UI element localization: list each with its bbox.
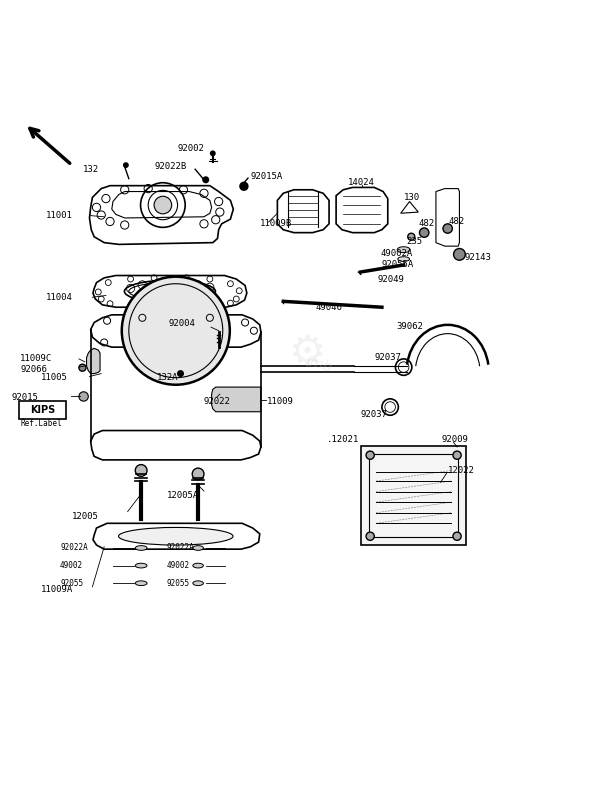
Text: 92055: 92055 <box>60 578 83 588</box>
Text: 11001: 11001 <box>46 211 73 220</box>
Circle shape <box>79 364 86 371</box>
Text: 12022: 12022 <box>448 466 474 475</box>
Text: fmb: fmb <box>304 354 333 375</box>
Text: 12005A: 12005A <box>167 490 199 500</box>
Text: 92143: 92143 <box>464 254 491 262</box>
Text: 14024: 14024 <box>348 178 375 187</box>
Text: 92004: 92004 <box>169 319 196 328</box>
Ellipse shape <box>135 546 147 550</box>
FancyBboxPatch shape <box>361 446 467 545</box>
Text: 39062: 39062 <box>396 322 423 331</box>
Circle shape <box>177 370 184 377</box>
FancyBboxPatch shape <box>19 401 66 419</box>
Text: 482: 482 <box>418 219 434 228</box>
Circle shape <box>366 451 374 459</box>
Text: 92066: 92066 <box>20 365 47 374</box>
Text: 92037: 92037 <box>375 354 402 362</box>
Circle shape <box>443 224 453 234</box>
Circle shape <box>453 451 461 459</box>
Circle shape <box>123 162 129 168</box>
Text: 132A: 132A <box>157 373 179 382</box>
Circle shape <box>135 465 147 476</box>
Polygon shape <box>212 387 261 412</box>
Text: 92055: 92055 <box>167 578 190 588</box>
Text: 92002: 92002 <box>178 144 204 153</box>
Text: 92037: 92037 <box>360 410 388 418</box>
Polygon shape <box>87 348 100 374</box>
Text: KIPS: KIPS <box>30 405 55 415</box>
Ellipse shape <box>135 563 147 568</box>
Ellipse shape <box>119 527 233 545</box>
Text: 49002: 49002 <box>167 561 190 570</box>
Text: 132: 132 <box>83 165 99 174</box>
Circle shape <box>239 182 248 191</box>
Text: 235: 235 <box>407 237 422 246</box>
Circle shape <box>192 468 204 480</box>
Text: 49002: 49002 <box>60 561 83 570</box>
Text: 11004: 11004 <box>45 293 73 302</box>
Ellipse shape <box>397 246 410 253</box>
Text: 49002A: 49002A <box>381 249 413 258</box>
Circle shape <box>454 249 466 260</box>
Ellipse shape <box>193 563 204 568</box>
Text: 11009: 11009 <box>267 397 294 406</box>
Text: 11005: 11005 <box>41 373 68 382</box>
Text: 12005: 12005 <box>72 512 99 521</box>
Text: 482: 482 <box>449 217 465 226</box>
Text: 92022A: 92022A <box>60 543 88 553</box>
Ellipse shape <box>398 257 409 262</box>
Text: 92049: 92049 <box>377 275 404 284</box>
Text: 92015: 92015 <box>12 393 39 402</box>
Text: 92022A: 92022A <box>167 543 195 553</box>
Text: 130: 130 <box>404 193 419 202</box>
Text: 11009A: 11009A <box>41 585 74 594</box>
Text: ⚙: ⚙ <box>288 332 326 374</box>
Text: 11009C: 11009C <box>20 354 53 363</box>
Ellipse shape <box>193 581 204 586</box>
Text: Ref.Label: Ref.Label <box>20 419 62 428</box>
Circle shape <box>408 234 415 240</box>
Text: .12021: .12021 <box>327 435 359 445</box>
Circle shape <box>210 150 216 156</box>
Circle shape <box>419 228 429 238</box>
Circle shape <box>122 277 230 385</box>
Circle shape <box>202 176 209 183</box>
Text: 92022B: 92022B <box>154 162 186 170</box>
Circle shape <box>154 196 172 214</box>
Text: 92022: 92022 <box>204 397 231 406</box>
Text: 92009: 92009 <box>442 435 468 445</box>
Circle shape <box>366 532 374 540</box>
Text: 92055A: 92055A <box>382 261 414 270</box>
Text: 49046: 49046 <box>316 302 342 312</box>
Circle shape <box>453 532 461 540</box>
Text: 11009B: 11009B <box>260 219 292 228</box>
Ellipse shape <box>135 581 147 586</box>
Text: 92015A: 92015A <box>251 172 283 182</box>
Circle shape <box>79 392 88 401</box>
Ellipse shape <box>193 546 204 550</box>
